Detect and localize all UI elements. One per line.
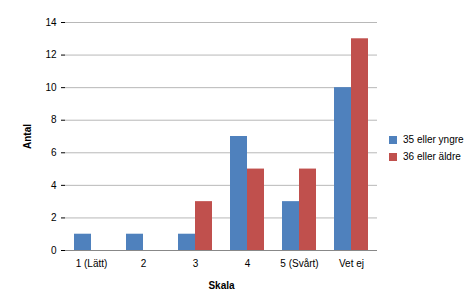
html-text:36 eller äldre: 36 eller äldre — [403, 151, 461, 162]
svg-text:14: 14 — [45, 17, 57, 28]
svg-text:1 (Lätt): 1 (Lätt) — [76, 258, 108, 269]
svg-text:2: 2 — [51, 212, 57, 223]
svg-text:Skala: Skala — [208, 280, 235, 291]
svg-text:0: 0 — [51, 245, 57, 256]
svg-text:Antal: Antal — [22, 124, 33, 149]
svg-text:6: 6 — [51, 147, 57, 158]
svg-text:4: 4 — [51, 180, 57, 191]
svg-text:4: 4 — [245, 258, 251, 269]
svg-text:5 (Svårt): 5 (Svårt) — [280, 258, 318, 269]
svg-text:3: 3 — [193, 258, 199, 269]
svg-text:2: 2 — [141, 258, 147, 269]
svg-text:12: 12 — [45, 49, 57, 60]
svg-text:10: 10 — [45, 82, 57, 93]
html-text:35 eller yngre: 35 eller yngre — [403, 134, 464, 145]
svg-text:8: 8 — [51, 114, 57, 125]
svg-text:Vet ej: Vet ej — [339, 258, 364, 269]
